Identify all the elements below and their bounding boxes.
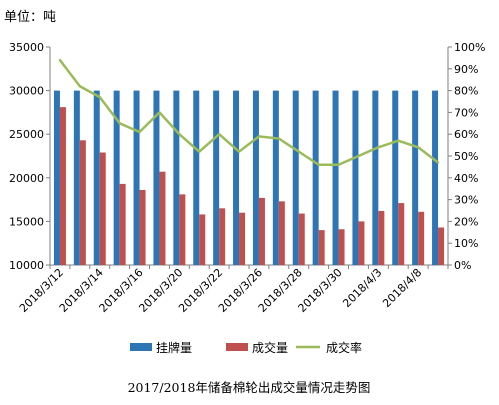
bar-deal bbox=[119, 183, 126, 265]
bar-listed bbox=[432, 90, 439, 265]
x-tick-label: 2018/4/8 bbox=[380, 266, 424, 310]
bar-deal bbox=[139, 190, 146, 265]
y-left-tick-label: 20000 bbox=[9, 172, 44, 185]
bar-deal bbox=[298, 213, 305, 265]
line-rate-point bbox=[58, 58, 62, 62]
bar-listed bbox=[173, 90, 180, 265]
bar-listed bbox=[113, 90, 120, 265]
bar-deal bbox=[99, 152, 106, 265]
bar-listed bbox=[233, 90, 240, 265]
y-left-tick-label: 30000 bbox=[9, 85, 44, 98]
bar-listed bbox=[352, 90, 359, 265]
bar-listed bbox=[252, 90, 259, 265]
line-rate-point bbox=[317, 163, 320, 166]
y-left-tick-label: 25000 bbox=[9, 128, 44, 141]
line-rate-point bbox=[198, 150, 201, 153]
line-rate-point bbox=[138, 130, 141, 134]
bar-deal bbox=[199, 214, 206, 265]
line-rate-point bbox=[158, 111, 161, 114]
bar-deal bbox=[219, 208, 226, 265]
line-rate-point bbox=[118, 122, 121, 125]
bar-deal bbox=[398, 203, 405, 265]
bar-deal bbox=[378, 210, 385, 265]
bar-listed bbox=[93, 90, 100, 265]
y-right-tick-label: 90% bbox=[454, 63, 478, 76]
y-right-tick-label: 20% bbox=[454, 215, 478, 228]
line-rate-point bbox=[357, 154, 360, 158]
bar-listed bbox=[193, 90, 200, 265]
bar-listed bbox=[412, 90, 419, 265]
bar-deal bbox=[179, 194, 186, 265]
bar-deal bbox=[79, 140, 86, 265]
line-rate bbox=[58, 59, 439, 166]
y-right-tick-label: 40% bbox=[454, 172, 478, 185]
line-rate-point bbox=[297, 150, 300, 153]
y-right-tick-label: 30% bbox=[454, 194, 478, 207]
chart-caption: 2017/2018年储备棉轮出成交量情况走势图 bbox=[128, 380, 371, 395]
bar-deal bbox=[338, 229, 345, 265]
bar-listed bbox=[73, 90, 80, 265]
y-left-tick-label: 15000 bbox=[9, 215, 44, 228]
bar-listed bbox=[292, 90, 299, 265]
bar-deal bbox=[258, 197, 265, 265]
bar-deal bbox=[418, 211, 425, 265]
line-rate-point bbox=[178, 133, 181, 136]
bar-deal bbox=[59, 107, 66, 265]
legend-label: 成交量 bbox=[252, 340, 288, 355]
bar-deal bbox=[438, 227, 445, 265]
bar-listed bbox=[153, 90, 160, 265]
y-right-tick-label: 0% bbox=[454, 259, 471, 272]
line-rate-point bbox=[416, 146, 420, 149]
legend: 挂牌量 成交量 成交率 bbox=[130, 340, 362, 355]
line-rate-point bbox=[436, 161, 440, 164]
bar-listed bbox=[133, 90, 140, 265]
y-right-tick-label: 50% bbox=[454, 150, 478, 163]
legend-swatch bbox=[226, 343, 248, 351]
y-left-tick-label: 35000 bbox=[9, 41, 44, 54]
y-right-tick-label: 70% bbox=[454, 106, 478, 119]
unit-label: 单位：吨 bbox=[4, 10, 56, 25]
line-rate-point bbox=[397, 139, 400, 142]
line-rate-point bbox=[217, 133, 221, 136]
line-rate-point bbox=[337, 163, 340, 166]
axes-group: 10000 15000 20000 25000 30000 35000 0% 10% 20% 30… bbox=[9, 41, 485, 315]
line-rate-point bbox=[257, 135, 261, 138]
y-right-tick-label: 100% bbox=[454, 41, 485, 54]
bar-deal bbox=[159, 171, 166, 265]
bars-group bbox=[53, 90, 445, 265]
line-rate-point bbox=[237, 150, 241, 153]
y-right-tick-label: 60% bbox=[454, 128, 478, 141]
legend-swatch bbox=[130, 343, 152, 351]
line-rate-point bbox=[277, 137, 281, 140]
bar-listed bbox=[312, 90, 319, 265]
line-group bbox=[58, 58, 440, 166]
bar-deal bbox=[318, 230, 325, 265]
bar-listed bbox=[53, 90, 60, 265]
line-rate-point bbox=[377, 146, 380, 149]
bar-listed bbox=[332, 90, 339, 265]
legend-label: 挂牌量 bbox=[156, 341, 192, 355]
line-rate-point bbox=[78, 85, 82, 88]
bar-listed bbox=[392, 90, 399, 265]
line-rate-point bbox=[98, 95, 101, 99]
bar-deal bbox=[239, 212, 246, 265]
bar-listed bbox=[372, 90, 379, 265]
y-left-tick-label: 10000 bbox=[9, 259, 44, 272]
bar-listed bbox=[272, 90, 279, 265]
bar-listed bbox=[213, 90, 220, 265]
y-right-tick-label: 10% bbox=[454, 237, 478, 250]
legend-label: 成交率 bbox=[326, 340, 362, 355]
x-tick-label: 2018/4/3 bbox=[340, 266, 384, 310]
y-right-tick-label: 80% bbox=[454, 85, 478, 98]
bar-deal bbox=[278, 201, 285, 265]
bar-deal bbox=[358, 221, 365, 265]
